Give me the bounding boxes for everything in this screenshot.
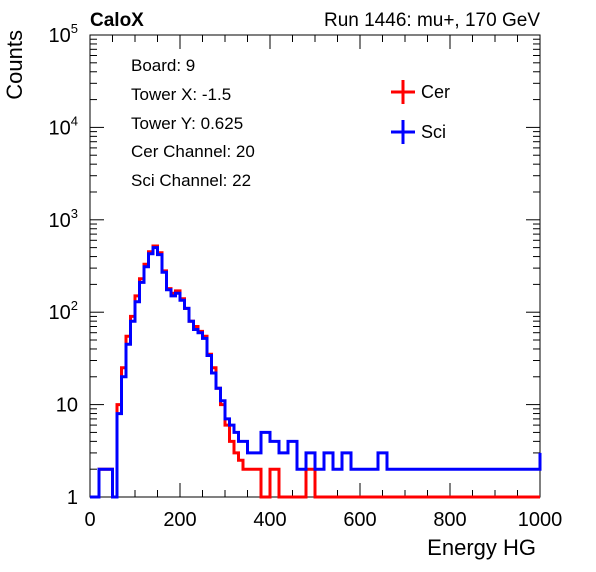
info-tower-y: Tower Y: 0.625 (131, 114, 243, 133)
y-tick-label: 102 (49, 298, 78, 324)
x-tick-label: 600 (343, 509, 376, 531)
x-tick-label: 0 (84, 509, 95, 531)
info-box: Board: 9 Tower X: -1.5 Tower Y: 0.625 Ce… (131, 56, 255, 190)
x-axis-label: Energy HG (427, 535, 536, 560)
x-tick-label: 200 (163, 509, 196, 531)
y-tick-label: 1 (67, 487, 78, 509)
legend-label-cer: Cer (421, 82, 450, 102)
y-tick-label: 103 (49, 206, 78, 232)
x-tick-label: 800 (433, 509, 466, 531)
plot-frame (89, 34, 541, 498)
legend: Cer Sci (391, 80, 450, 144)
legend-marker-sci (391, 120, 415, 144)
x-tick-label: 1000 (518, 509, 563, 531)
legend-marker-cer (391, 80, 415, 104)
y-tick-label: 104 (49, 113, 78, 139)
y-axis-label: Counts (2, 30, 27, 100)
series-layer (90, 244, 542, 499)
series-sci-line (90, 246, 542, 499)
axis-ticks (89, 34, 541, 498)
info-cer-channel: Cer Channel: 20 (131, 142, 255, 161)
run-info: Run 1446: mu+, 170 GeV (324, 10, 540, 31)
x-tick-label: 400 (253, 509, 286, 531)
info-tower-x: Tower X: -1.5 (131, 85, 231, 104)
axis-tick-labels: 0 200 400 600 800 1000 1 10 102 103 104 105 (49, 21, 563, 531)
experiment-label: CaloX (90, 10, 144, 31)
legend-label-sci: Sci (421, 122, 446, 142)
info-board: Board: 9 (131, 56, 195, 75)
info-sci-channel: Sci Channel: 22 (131, 171, 251, 190)
y-tick-label: 10 (56, 395, 78, 417)
y-tick-label: 105 (49, 21, 78, 47)
